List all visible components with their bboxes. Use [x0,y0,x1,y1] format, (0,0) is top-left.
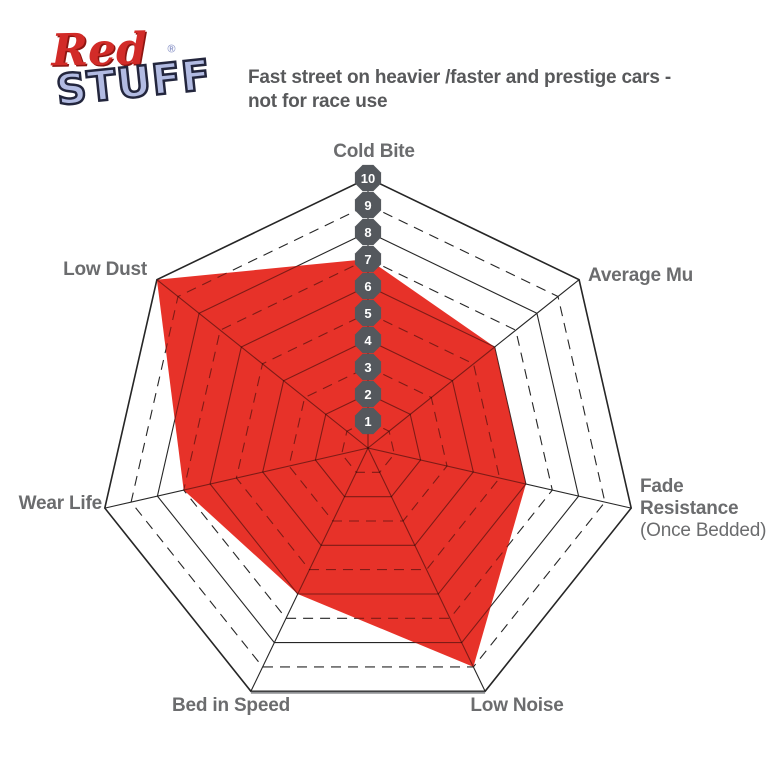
axis-spoke-low-dust [156,279,369,449]
axis-label-low-noise: Low Noise [470,695,563,716]
chart-title-line2: not for race use [248,91,388,112]
axis-label-cold-bite: Cold Bite [333,141,415,162]
grid-ring-3 [288,366,448,522]
scale-badge-label-8: 8 [364,225,371,240]
scale-badge-3 [354,353,382,381]
series-polygon-redstuff [156,259,526,667]
axis-label-fade-resistance: Resistance [640,498,738,519]
scale-badge-9 [354,191,382,219]
chart-title: Fast street on heavier /faster and prest… [248,66,688,114]
grid-ring-10 [103,177,633,693]
axis-label-bed-in-speed: Bed in Speed [172,695,290,716]
axis-label-average-mu: Average Mu [588,265,693,286]
scale-badge-label-10: 10 [361,171,375,186]
scale-badge-label-6: 6 [364,279,371,294]
scale-badge-4 [354,326,382,354]
grid-ring-9 [156,259,526,667]
axis-label-wear-life: Wear Life [19,493,102,514]
scale-badge-7 [354,245,382,273]
grid-ring-4 [262,339,474,546]
scale-badge-6 [354,272,382,300]
scale-badge-8 [354,218,382,246]
axis-label-fade-resistance: Fade [640,476,684,497]
scale-badge-10 [354,164,382,192]
axis-spoke-fade-resistance [367,447,526,509]
axis-spoke-low-noise [367,447,486,667]
axis-spoke-wear-life [156,447,369,509]
scale-badge-1 [354,407,382,435]
scale-badge-label-1: 1 [364,414,371,429]
scale-badge-label-7: 7 [364,252,371,267]
grid-ring-5 [235,312,501,571]
scale-badge-label-4: 4 [364,333,372,348]
scale-badge-label-2: 2 [364,387,371,402]
scale-badge-5 [354,299,382,327]
axis-sublabel-fade-resistance: (Once Bedded) [640,520,766,541]
scale-badge-label-9: 9 [364,198,371,213]
grid-ring-1 [341,420,395,473]
axis-spoke-average-mu [367,279,526,449]
scale-badge-label-3: 3 [364,360,371,375]
scale-badge-2 [354,380,382,408]
chart-title-line1: Fast street on heavier /faster and prest… [248,67,671,88]
grid-ring-2 [314,393,422,498]
scale-badge-label-5: 5 [364,306,371,321]
axis-label-low-dust: Low Dust [63,259,148,280]
